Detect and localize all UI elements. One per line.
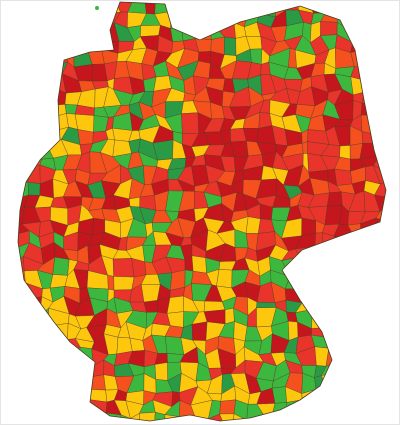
district <box>170 269 186 291</box>
district <box>219 413 235 421</box>
district <box>301 141 308 154</box>
district <box>107 275 115 291</box>
district <box>224 36 237 56</box>
district <box>139 412 156 421</box>
district <box>327 191 343 207</box>
island <box>95 6 99 10</box>
district <box>191 321 208 341</box>
district <box>143 300 159 313</box>
district <box>154 362 168 381</box>
district <box>230 140 249 158</box>
district <box>339 145 351 160</box>
district <box>27 181 41 196</box>
district <box>125 412 140 421</box>
district <box>52 256 70 276</box>
district <box>181 112 199 134</box>
district <box>301 217 317 237</box>
district <box>191 255 207 274</box>
district <box>320 21 338 36</box>
district <box>250 48 263 65</box>
district <box>112 258 135 278</box>
district <box>140 25 161 37</box>
district <box>208 413 226 421</box>
district <box>245 216 261 234</box>
district <box>224 307 235 325</box>
district <box>219 399 236 415</box>
country-outline <box>17 1 387 422</box>
district <box>256 301 277 309</box>
district <box>128 196 141 208</box>
district <box>77 129 94 145</box>
district <box>231 413 248 421</box>
district <box>334 168 353 186</box>
district <box>113 276 135 291</box>
district <box>153 412 166 421</box>
district <box>216 269 233 289</box>
